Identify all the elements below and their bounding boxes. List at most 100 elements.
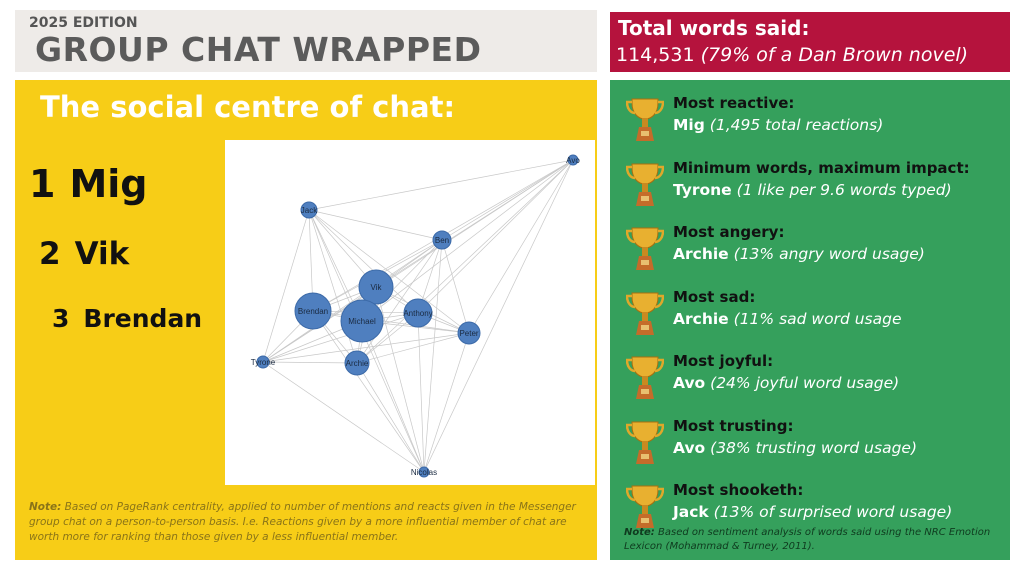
- network-edge: [441, 159, 574, 241]
- social-heading: The social centre of chat:: [40, 90, 456, 124]
- network-edge: [262, 209, 310, 363]
- trophy-icon: [625, 418, 665, 466]
- total-words-value: 114,531 (79% of a Dan Brown novel): [616, 44, 968, 66]
- award-title: Most reactive:: [673, 94, 795, 112]
- award-item: Minimum words, maximum impact: Tyrone (1…: [625, 158, 1006, 208]
- network-edge: [441, 239, 470, 334]
- rank-2: 2 Vik: [39, 236, 143, 272]
- network-edge: [308, 159, 574, 211]
- network-edge: [312, 310, 470, 334]
- note-label: Note:: [624, 527, 655, 538]
- award-item: Most joyful: Avo (24% joyful word usage): [625, 351, 1006, 401]
- network-edge: [308, 209, 443, 241]
- network-edge: [423, 332, 470, 473]
- award-winner: Archie (11% sad word usage: [673, 310, 901, 328]
- network-node-label: Nicolas: [411, 468, 437, 477]
- social-note: Note: Based on PageRank centrality, appl…: [29, 500, 584, 545]
- network-node-label: Jack: [301, 206, 318, 215]
- network-node-avo: [567, 154, 579, 166]
- award-name: Archie: [673, 245, 729, 263]
- award-detail: (1,495 total reactions): [709, 116, 884, 134]
- network-edge: [262, 159, 574, 363]
- award-detail: (38% trusting word usage): [710, 438, 918, 457]
- awards-note: Note: Based on sentiment analysis of wor…: [624, 526, 994, 554]
- network-edge: [423, 159, 574, 473]
- network-edge: [262, 361, 358, 364]
- trophy-icon: [625, 95, 665, 143]
- award-detail: (13% of surprised word usage): [713, 503, 953, 521]
- note-text: Based on sentiment analysis of words sai…: [624, 527, 991, 552]
- network-node-label: Michael: [348, 317, 376, 326]
- award-winner: Avo (38% trusting word usage): [673, 439, 917, 457]
- network-node-label: Vik: [371, 283, 383, 292]
- award-title: Most sad:: [673, 287, 756, 306]
- rank-1: 1 Mig: [29, 162, 162, 206]
- network-node-peter: [457, 321, 481, 345]
- trophy-icon: [625, 353, 665, 401]
- network-node-label: Avo: [566, 156, 580, 165]
- network-node-archie: [344, 350, 370, 376]
- network-edge: [262, 361, 425, 473]
- network-node-label: Peter: [459, 329, 478, 338]
- rank-3: 3 Brendan: [52, 304, 216, 333]
- award-title: Most joyful:: [673, 352, 774, 370]
- total-words-panel: Total words said: 114,531 (79% of a Dan …: [610, 12, 1010, 72]
- social-centre-panel: The social centre of chat: 1 Mig 2 Vik 3 Br…: [15, 80, 597, 560]
- network-node-brendan: [294, 292, 332, 330]
- total-words-comparison: (79% of a Dan Brown novel): [700, 44, 969, 66]
- award-winner: Tyrone (1 like per 9.6 words typed): [673, 181, 952, 199]
- network-edge: [356, 362, 425, 473]
- network-node-vik: [358, 269, 394, 305]
- award-detail: (1 like per 9.6 words typed): [736, 180, 952, 199]
- network-node-anthony: [403, 298, 433, 328]
- network-edge: [468, 159, 574, 334]
- award-item: Most angery: Archie (13% angry word usag…: [625, 222, 1006, 272]
- award-detail: (13% angry word usage): [733, 245, 925, 263]
- award-name: Avo: [673, 374, 706, 392]
- award-item: Most sad: Archie (11% sad word usage: [625, 287, 1006, 337]
- network-node-tyrone: [256, 355, 270, 369]
- award-title: Most trusting:: [673, 416, 794, 435]
- edition-label: 2025 EDITION: [29, 15, 138, 31]
- note-text: Based on PageRank centrality, applied to…: [29, 501, 576, 543]
- network-edge: [308, 209, 470, 334]
- trophy-icon: [625, 482, 665, 530]
- network-edge: [356, 159, 574, 364]
- award-item: Most trusting: Avo (38% trusting word us…: [625, 416, 1006, 466]
- award-name: Jack: [673, 503, 709, 521]
- total-words-label: Total words said:: [618, 16, 810, 40]
- award-winner: Jack (13% of surprised word usage): [673, 503, 952, 521]
- network-edge: [417, 312, 425, 473]
- network-edge: [308, 209, 419, 314]
- trophy-icon: [625, 160, 665, 208]
- network-node-label: Archie: [346, 359, 369, 368]
- awards-panel: Most reactive: Mig (1,495 total reaction…: [610, 80, 1010, 560]
- award-item: Most shooketh: Jack (13% of surprised wo…: [625, 480, 1006, 530]
- award-detail: (24% joyful word usage): [710, 374, 900, 392]
- network-edge: [262, 312, 419, 363]
- header: 2025 EDITION GROUP CHAT WRAPPED: [15, 10, 597, 72]
- rank-number: 1: [29, 162, 56, 206]
- network-edge: [312, 310, 425, 473]
- network-node-ben: [432, 230, 452, 250]
- award-name: Tyrone: [673, 180, 732, 199]
- award-item: Most reactive: Mig (1,495 total reaction…: [625, 93, 1006, 143]
- award-name: Archie: [673, 309, 729, 328]
- network-edge: [262, 239, 443, 363]
- award-winner: Archie (13% angry word usage): [673, 245, 925, 263]
- rank-name: Vik: [74, 236, 130, 272]
- rank-name: Brendan: [83, 304, 203, 333]
- page-title: GROUP CHAT WRAPPED: [35, 30, 482, 69]
- network-edge: [361, 320, 425, 473]
- network-node-nicolas: [418, 466, 430, 478]
- note-label: Note:: [29, 501, 62, 513]
- total-words-number: 114,531: [616, 44, 695, 66]
- network-node-michael: [340, 299, 384, 343]
- award-detail: (11% sad word usage: [733, 309, 902, 328]
- rank-number: 3: [52, 304, 70, 333]
- trophy-icon: [625, 224, 665, 272]
- network-edge: [361, 159, 574, 322]
- network-node-label: Anthony: [403, 309, 432, 318]
- rank-name: Mig: [69, 162, 148, 206]
- network-edge: [417, 159, 574, 314]
